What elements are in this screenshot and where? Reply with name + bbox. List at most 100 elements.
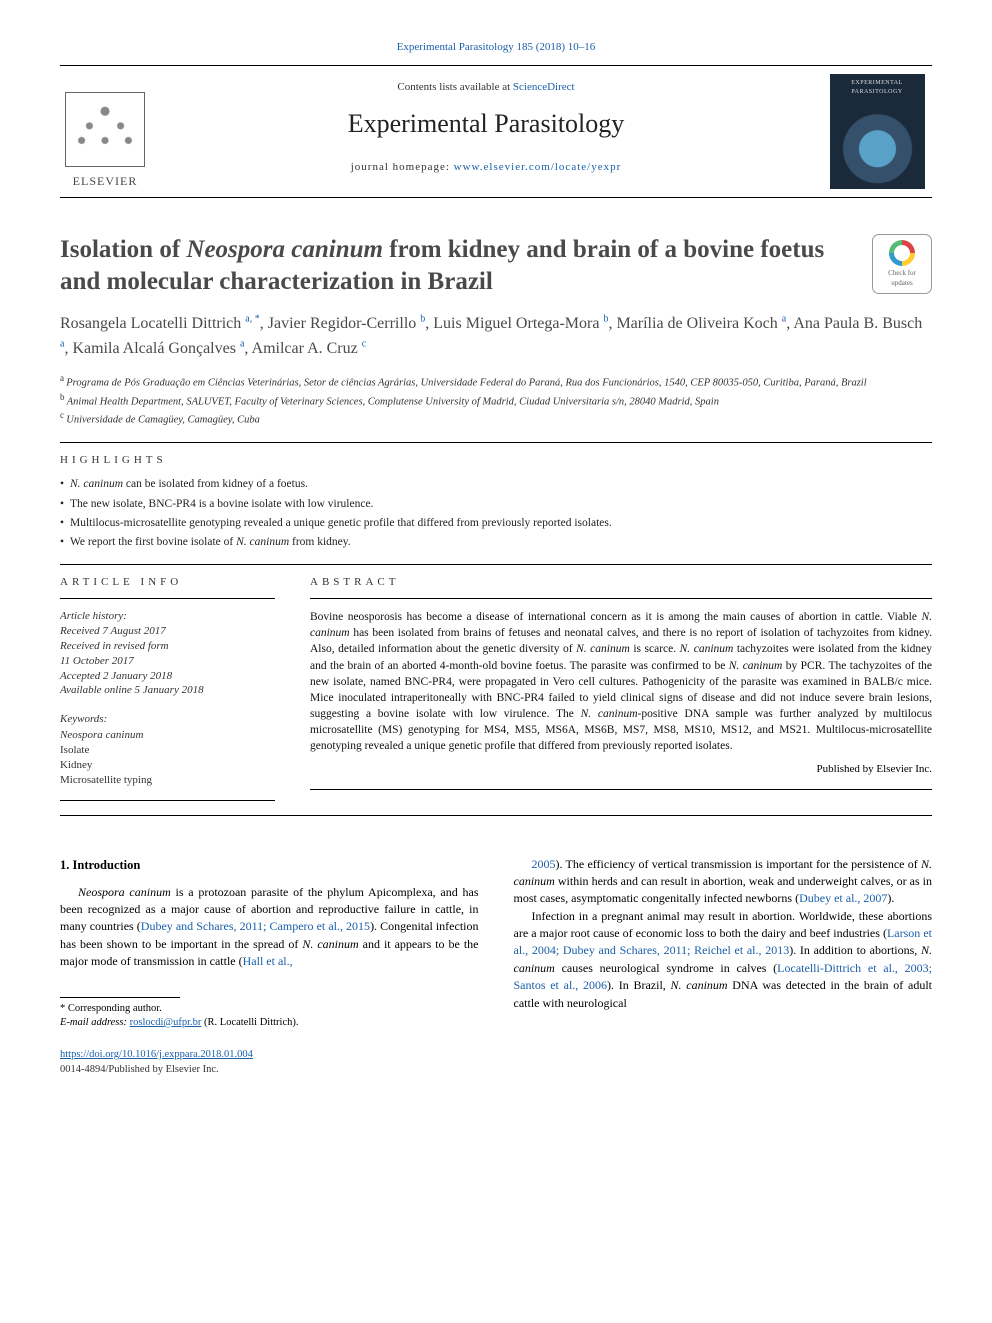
- highlight-item: Multilocus-microsatellite genotyping rev…: [60, 515, 932, 531]
- citation-link[interactable]: Dubey et al., 2007: [799, 891, 887, 905]
- elsevier-wordmark: ELSEVIER: [73, 173, 138, 190]
- body-run: ). The efficiency of vertical transmissi…: [556, 857, 921, 871]
- corresponding-author-note: * Corresponding author.: [60, 1002, 479, 1016]
- footnotes: * Corresponding author. E-mail address: …: [60, 1002, 479, 1030]
- author-affil-sup: a: [60, 339, 64, 350]
- rule: [60, 800, 275, 801]
- contents-available-line: Contents lists available at ScienceDirec…: [170, 80, 802, 95]
- body-columns: 1. Introduction Neospora caninum is a pr…: [60, 856, 932, 1030]
- author-affil-sup: a: [782, 314, 786, 325]
- affiliation: c Universidade de Camagüey, Camagüey, Cu…: [60, 409, 932, 428]
- body-run: ).: [887, 891, 894, 905]
- affiliation-sup: b: [60, 392, 67, 402]
- keywords-block: Keywords: Neospora caninumIsolateKidneyM…: [60, 712, 275, 787]
- section-heading-introduction: 1. Introduction: [60, 856, 479, 874]
- body-col-left: 1. Introduction Neospora caninum is a pr…: [60, 856, 479, 1030]
- citation-link[interactable]: Hall et al.,: [243, 954, 293, 968]
- keyword: Neospora caninum: [60, 729, 143, 741]
- sciencedirect-link[interactable]: ScienceDirect: [513, 81, 575, 93]
- abstract-column: ABSTRACT Bovine neosporosis has become a…: [310, 575, 932, 801]
- history-line: Accepted 2 January 2018: [60, 670, 172, 682]
- keyword: Microsatellite typing: [60, 774, 152, 786]
- email-owner: (R. Locatelli Dittrich).: [201, 1017, 298, 1028]
- crossmark-badge[interactable]: Check for updates: [872, 234, 932, 294]
- taxon-italic: N. caninum: [729, 660, 783, 672]
- abstract-copyright: Published by Elsevier Inc.: [310, 762, 932, 777]
- crossmark-ring-icon: [889, 240, 915, 266]
- author: Rosangela Locatelli Dittrich a, *: [60, 315, 260, 332]
- elsevier-tree-icon: [65, 92, 145, 167]
- abstract-run: is scarce.: [630, 643, 680, 655]
- page-footer: https://doi.org/10.1016/j.exppara.2018.0…: [60, 1048, 932, 1077]
- author-list: Rosangela Locatelli Dittrich a, *, Javie…: [60, 311, 932, 362]
- author-affil-sup: b: [420, 314, 425, 325]
- article-history: Article history: Received 7 August 2017 R…: [60, 609, 275, 698]
- affiliation-list: a Programa de Pós Graduação em Ciências …: [60, 372, 932, 428]
- highlight-item: The new isolate, BNC-PR4 is a bovine iso…: [60, 496, 932, 512]
- affiliation: a Programa de Pós Graduação em Ciências …: [60, 372, 932, 391]
- author-affil-sup: c: [362, 339, 366, 350]
- keywords-label: Keywords:: [60, 712, 275, 727]
- keyword: Isolate: [60, 744, 89, 756]
- footer-rights: 0014-4894/Published by Elsevier Inc.: [60, 1064, 219, 1075]
- body-run: Infection in a pregnant animal may resul…: [514, 909, 933, 940]
- author: Kamila Alcalá Gonçalves a: [72, 340, 244, 357]
- title-taxon: Neospora caninum: [186, 236, 383, 263]
- history-line: 11 October 2017: [60, 655, 134, 667]
- journal-name: Experimental Parasitology: [170, 106, 802, 142]
- taxon-italic: N. caninum: [680, 643, 734, 655]
- author: Javier Regidor-Cerrillo b: [268, 315, 426, 332]
- rule: [310, 598, 932, 599]
- abstract-run: Bovine neosporosis has become a disease …: [310, 611, 921, 623]
- title-prefix: Isolation of: [60, 236, 186, 263]
- doi-link[interactable]: https://doi.org/10.1016/j.exppara.2018.0…: [60, 1049, 253, 1060]
- rule: [310, 789, 932, 790]
- body-run: causes neurological syndrome in calves (: [555, 961, 777, 975]
- highlight-item: We report the first bovine isolate of N.…: [60, 534, 932, 550]
- contents-prefix: Contents lists available at: [397, 81, 512, 93]
- taxon-italic: N. caninum: [236, 536, 289, 548]
- author-affil-sup: b: [603, 314, 608, 325]
- publisher-logo-block: ELSEVIER: [60, 74, 150, 189]
- author: Marília de Oliveira Koch a: [616, 315, 786, 332]
- journal-homepage-line: journal homepage: www.elsevier.com/locat…: [170, 160, 802, 175]
- highlights-heading: HIGHLIGHTS: [60, 453, 932, 468]
- rule: [60, 815, 932, 816]
- article-info-heading: ARTICLE INFO: [60, 575, 275, 590]
- taxon-italic: N. caninum: [576, 643, 630, 655]
- author: Amilcar A. Cruz c: [252, 340, 367, 357]
- history-line: Received 7 August 2017: [60, 625, 166, 637]
- masthead-center: Contents lists available at ScienceDirec…: [160, 74, 812, 189]
- author-affil-sup: *: [255, 314, 260, 325]
- taxon-italic: N. caninum: [302, 937, 358, 951]
- history-line: Available online 5 January 2018: [60, 684, 204, 696]
- citation-link[interactable]: Dubey and Schares, 2011; Campero et al.,…: [141, 919, 370, 933]
- corresponding-email-link[interactable]: roslocdi@ufpr.br: [130, 1017, 202, 1028]
- article-title: Isolation of Neospora caninum from kidne…: [60, 234, 852, 297]
- body-run: ). In Brazil,: [607, 978, 671, 992]
- body-paragraph: 2005). The efficiency of vertical transm…: [514, 856, 933, 908]
- abstract-text: Bovine neosporosis has become a disease …: [310, 609, 932, 754]
- journal-cover-label: EXPERIMENTAL PARASITOLOGY: [830, 79, 925, 96]
- masthead: ELSEVIER Contents lists available at Sci…: [60, 65, 932, 198]
- running-header: Experimental Parasitology 185 (2018) 10–…: [60, 40, 932, 55]
- history-line: Received in revised form: [60, 640, 169, 652]
- abstract-heading: ABSTRACT: [310, 575, 932, 590]
- taxon-italic: N. caninum: [671, 978, 728, 992]
- journal-homepage-link[interactable]: www.elsevier.com/locate/yexpr: [454, 161, 622, 173]
- email-label: E-mail address:: [60, 1017, 130, 1028]
- taxon-italic: Neospora caninum: [78, 885, 171, 899]
- body-col-right: 2005). The efficiency of vertical transm…: [514, 856, 933, 1030]
- taxon-italic: N. caninum: [581, 708, 638, 720]
- journal-cover-thumb: EXPERIMENTAL PARASITOLOGY: [830, 74, 925, 189]
- article-info-column: ARTICLE INFO Article history: Received 7…: [60, 575, 275, 801]
- footnote-rule: [60, 997, 180, 998]
- body-run: ). In addition to abortions,: [789, 943, 921, 957]
- author-affil-sup: a: [240, 339, 244, 350]
- affiliation: b Animal Health Department, SALUVET, Fac…: [60, 391, 932, 410]
- body-paragraph: Neospora caninum is a protozoan parasite…: [60, 884, 479, 971]
- history-label: Article history:: [60, 610, 127, 622]
- running-header-link[interactable]: Experimental Parasitology 185 (2018) 10–…: [397, 41, 596, 53]
- author-affil-sup: a,: [245, 314, 254, 325]
- citation-link[interactable]: 2005: [532, 857, 556, 871]
